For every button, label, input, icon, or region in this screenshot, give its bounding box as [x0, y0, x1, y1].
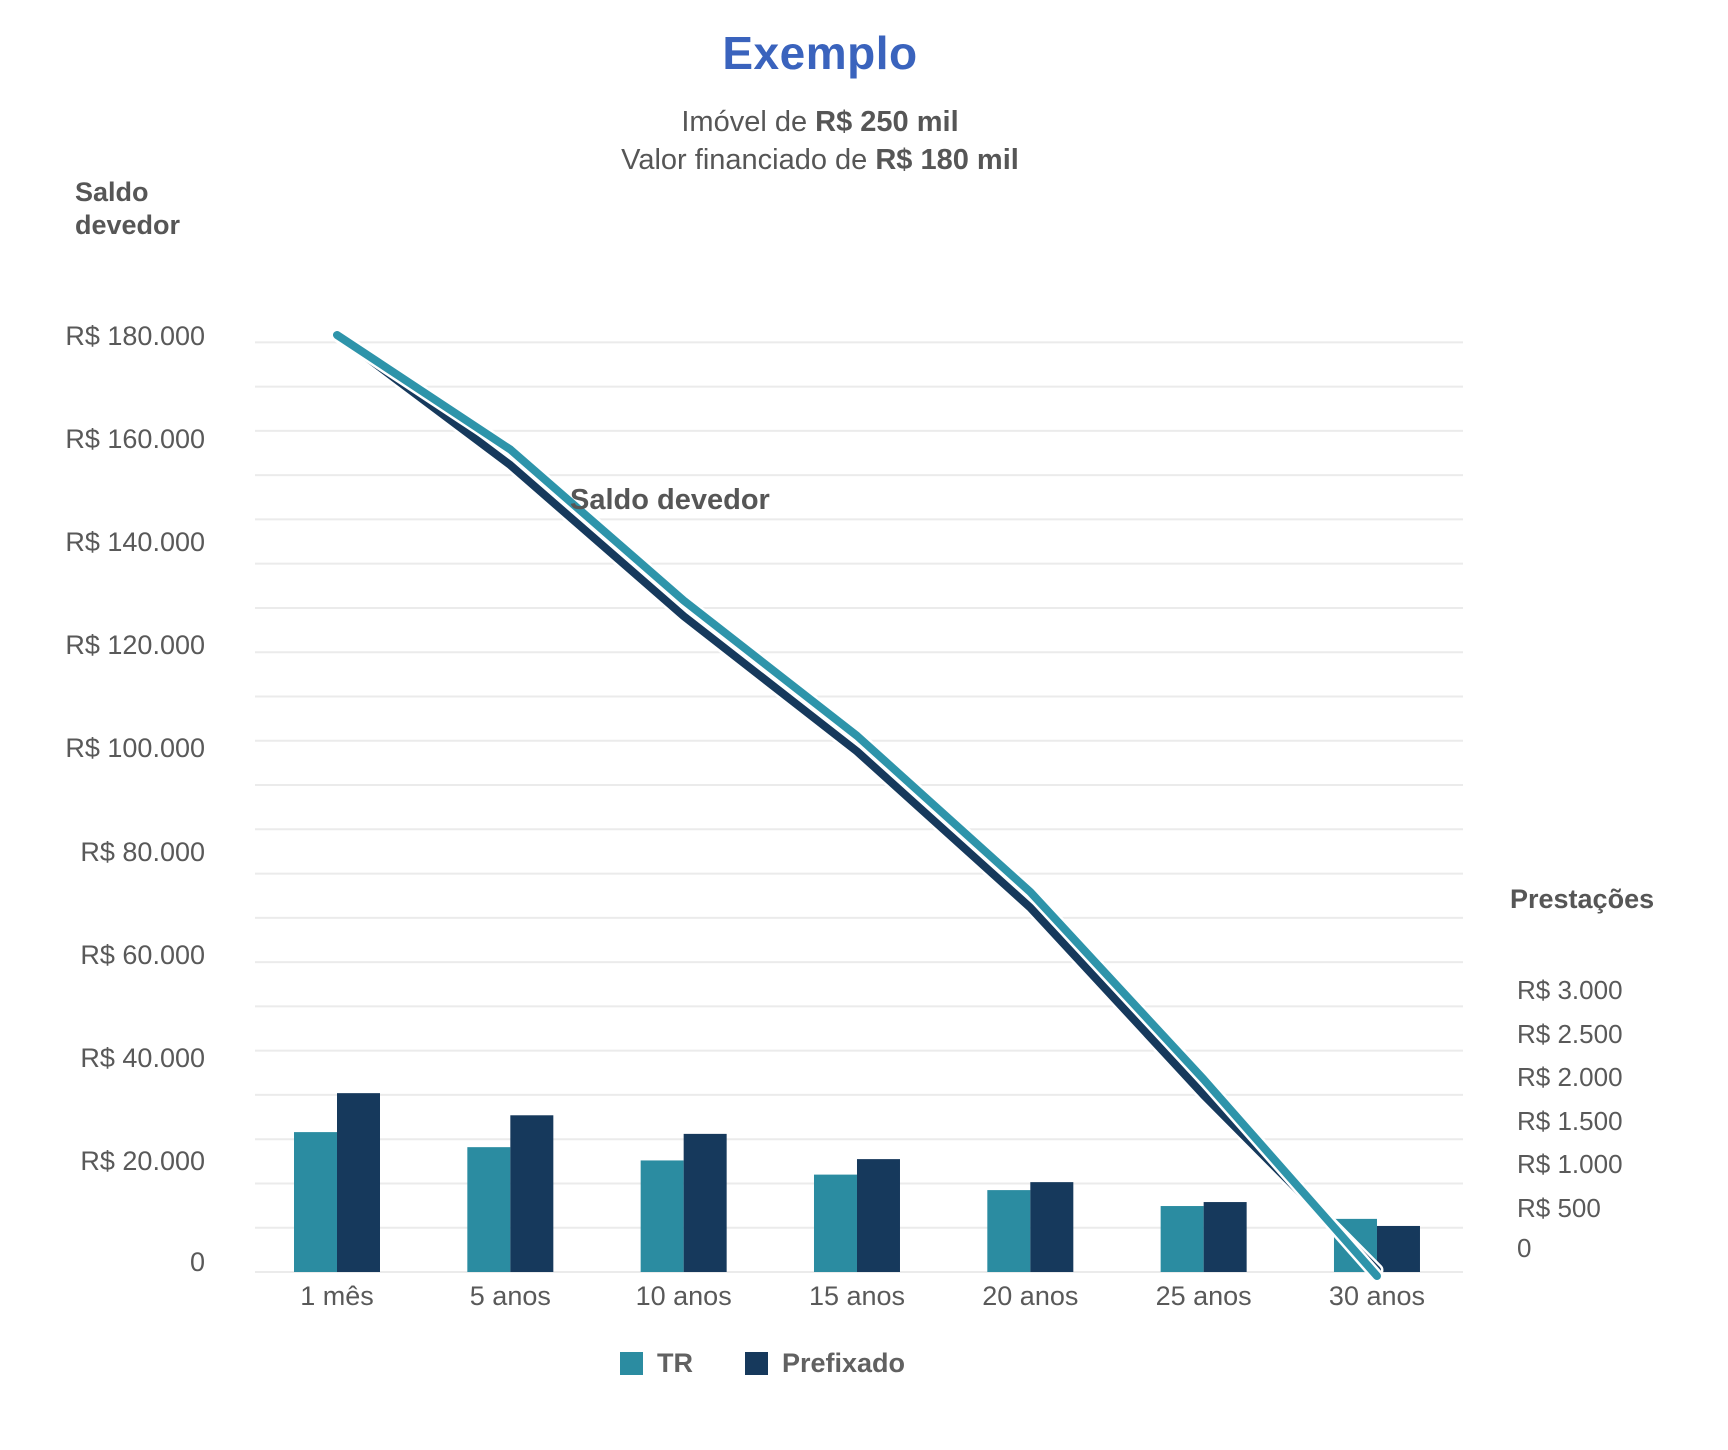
line-tr	[333, 331, 1381, 1280]
legend-label-tr: TR	[657, 1348, 693, 1378]
bar-prefixado-10-anos	[683, 1133, 727, 1272]
legend-item-prefixado: Prefixado	[745, 1348, 905, 1379]
bar-tr-15-anos	[813, 1174, 857, 1272]
x-axis-tick: 1 mês	[300, 1281, 374, 1311]
right-axis-tick: R$ 500	[1517, 1193, 1601, 1223]
legend: TR Prefixado	[620, 1348, 905, 1379]
left-axis-tick: R$ 20.000	[80, 1145, 205, 1176]
page-title: Exemplo	[722, 27, 918, 79]
legend-label-prefixado: Prefixado	[782, 1348, 906, 1378]
subtitle-line1-prefix: Imóvel de	[681, 106, 816, 138]
left-axis-tick: R$ 140.000	[65, 527, 205, 558]
right-axis-title: Prestações	[1510, 884, 1655, 914]
saldo-devedor-annotation: Saldo devedor	[570, 484, 770, 516]
bar-tr-20-anos	[987, 1190, 1031, 1272]
left-axis-title-line1: Saldo	[75, 177, 149, 207]
bar-tr-5-anos	[467, 1147, 511, 1272]
left-axis-tick: R$ 120.000	[65, 630, 205, 661]
left-axis-tick: R$ 100.000	[65, 733, 205, 764]
bar-prefixado-15-anos	[856, 1159, 900, 1272]
tr-swatch-icon	[620, 1352, 643, 1375]
x-axis-tick: 30 anos	[1328, 1281, 1426, 1311]
right-axis-tick: R$ 1.500	[1517, 1105, 1623, 1136]
x-axis-tick: 5 anos	[469, 1281, 551, 1311]
left-axis-tick: R$ 160.000	[65, 424, 205, 455]
right-axis-tick: R$ 2.000	[1517, 1062, 1623, 1093]
bar-tr-1-mes	[294, 1132, 337, 1272]
bar-prefixado-20-anos	[1030, 1182, 1074, 1272]
bar-tr-10-anos	[640, 1160, 684, 1272]
bar-prefixado-1-mes	[337, 1093, 380, 1272]
legend-item-tr: TR	[620, 1348, 693, 1379]
x-axis-tick: 25 anos	[1155, 1281, 1252, 1311]
left-axis-tick: R$ 80.000	[80, 836, 205, 867]
left-axis-tick: R$ 40.000	[80, 1042, 205, 1073]
bar-tr-25-anos	[1160, 1206, 1204, 1272]
right-axis-tick-zero: 0	[1517, 1233, 1532, 1263]
subtitle-line2: Valor financiado de R$ 180 mil	[320, 144, 1320, 177]
bar-prefixado-5-anos	[510, 1115, 554, 1272]
left-axis-title: Saldo devedor	[75, 176, 180, 242]
right-axis-tick: R$ 3.000	[1517, 975, 1623, 1005]
x-axis-tick: 20 anos	[982, 1281, 1079, 1311]
x-axis-tick: 15 anos	[808, 1281, 906, 1311]
subtitle-line1: Imóvel de R$ 250 mil	[320, 106, 1320, 139]
line-halo-tr	[330, 328, 1384, 1283]
x-axis-tick: 10 anos	[635, 1281, 732, 1311]
right-axis-tick: R$ 2.500	[1517, 1018, 1623, 1049]
left-axis-tick-zero: 0	[189, 1247, 205, 1277]
right-axis-tick: R$ 1.000	[1517, 1149, 1623, 1180]
left-axis-tick: R$ 60.000	[80, 939, 205, 970]
bar-prefixado-30-anos	[1376, 1225, 1420, 1272]
subtitle-line2-value: R$ 180 mil	[875, 144, 1019, 176]
subtitle-line2-prefix: Valor financiado de	[621, 144, 876, 176]
line-prefixado	[333, 331, 1381, 1274]
subtitle-line1-value: R$ 250 mil	[815, 106, 959, 138]
left-axis-title-line2: devedor	[75, 210, 181, 240]
prefixado-swatch-icon	[745, 1352, 768, 1375]
bar-prefixado-25-anos	[1203, 1202, 1247, 1272]
left-axis-tick: R$ 180.000	[65, 321, 205, 351]
